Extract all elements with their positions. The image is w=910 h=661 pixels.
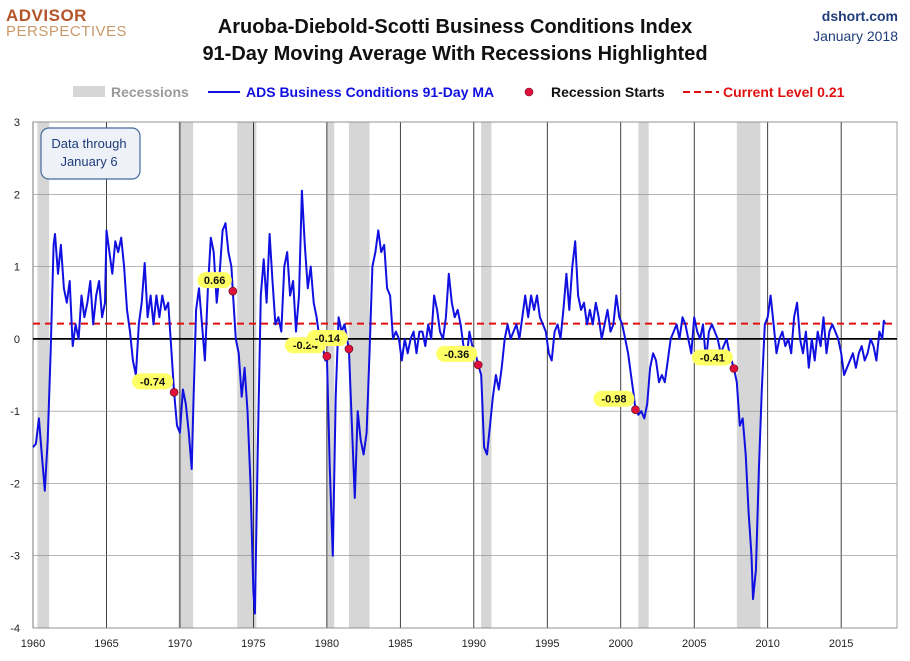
note-line-1: Data through [51,136,126,151]
recession-band-0 [37,122,50,628]
recession-start-label-bg [132,373,174,390]
recession-start-label: 0.66 [204,275,225,287]
chart-subtitle: 91-Day Moving Average With Recessions Hi… [202,43,707,65]
recession-band-4 [348,122,370,628]
data-through-note: Data through January 6 [40,127,141,180]
x-tick-label: 2000 [609,638,633,650]
y-tick-label: 0 [14,334,20,346]
recession-start-point [631,405,640,414]
y-tick-label: 1 [14,262,20,274]
recession-start-label-bg [691,349,733,366]
note-line-2: January 6 [60,154,117,169]
recession-start-point [473,360,483,370]
x-tick-label: 2010 [755,638,779,650]
credit-date: January 2018 [813,28,898,44]
x-tick-label: 1970 [168,638,192,650]
x-tick-label: 1985 [388,638,412,650]
legend-starts-swatch [524,87,534,97]
recession-start-point [729,364,739,373]
axes: -4 -3 -2 -1 0 1 2 3 1960 1965 1970 1975 1980 1985 1990… [10,117,898,650]
legend-series-label: ADS Business Conditions 91-Day MA [246,84,494,100]
recession-band-7 [736,122,761,628]
y-tick-label: 3 [14,117,20,129]
recession-band-5 [481,122,492,628]
recession-start-label-bg [306,329,348,346]
logo-line-1: ADVISOR [6,6,87,25]
credit-block: dshort.com January 2018 [813,6,898,46]
recession-start-label: -0.98 [601,394,626,406]
logo-line-2: PERSPECTIVES [6,23,128,40]
x-tick-label: 1975 [241,638,265,650]
x-tick-label: 1980 [315,638,339,650]
x-tick-label: 1960 [21,638,45,650]
y-tick-label: 2 [14,189,20,201]
y-tick-label: -2 [10,478,20,490]
x-tick-label: 2015 [829,638,853,650]
recession-start-label-bg [436,345,478,362]
legend: Recessions ADS Business Conditions 91-Da… [73,84,845,100]
advisor-perspectives-logo: ADVISOR PERSPECTIVES [6,6,127,40]
x-tick-label: 1990 [462,638,486,650]
recession-start-label: -0.36 [444,349,469,361]
recession-start-point [228,286,238,296]
recession-band-1 [178,122,194,628]
recession-start-point [169,388,179,397]
legend-current-label: Current Level 0.21 [723,84,845,100]
plot-frame [32,121,898,629]
recession-start-label: -0.14 [315,333,341,345]
recession-start-label: -0.74 [140,376,166,388]
legend-recessions-swatch [73,86,105,97]
y-tick-label: -1 [10,406,20,418]
y-tick-label: -4 [10,623,20,635]
chart-title: Aruoba-Diebold-Scotti Business Condition… [218,16,692,38]
recession-start-label: -0.41 [700,352,725,364]
recession-start-markers: -0.740.66-0.24-0.14-0.36-0.98-0.41 [132,272,739,414]
y-tick-label: -3 [10,551,20,563]
x-tick-label: 1995 [535,638,559,650]
recession-start-label-bg [197,272,232,289]
x-tick-label: 2005 [682,638,706,650]
x-tick-label: 1965 [94,638,118,650]
credit-site: dshort.com [821,8,898,24]
recession-band-6 [638,122,649,628]
legend-recessions-label: Recessions [111,84,189,100]
note-box [40,127,141,180]
recession-start-label-bg [593,390,635,407]
recession-start-point [344,344,354,354]
legend-starts-label: Recession Starts [551,84,665,100]
recession-band-3 [326,122,335,628]
recession-bands [37,122,761,628]
recession-start-point [322,351,332,361]
